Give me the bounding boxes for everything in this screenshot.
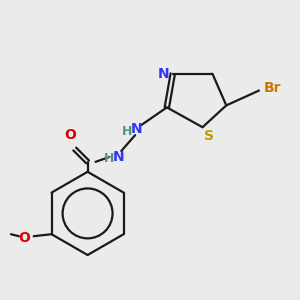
Text: O: O <box>18 231 30 245</box>
Text: N: N <box>112 150 124 164</box>
Text: N: N <box>130 122 142 136</box>
Text: H: H <box>104 152 115 165</box>
Text: Br: Br <box>264 81 281 94</box>
Text: H: H <box>122 125 132 138</box>
Text: S: S <box>205 129 214 143</box>
Text: N: N <box>158 67 170 81</box>
Text: O: O <box>64 128 76 142</box>
